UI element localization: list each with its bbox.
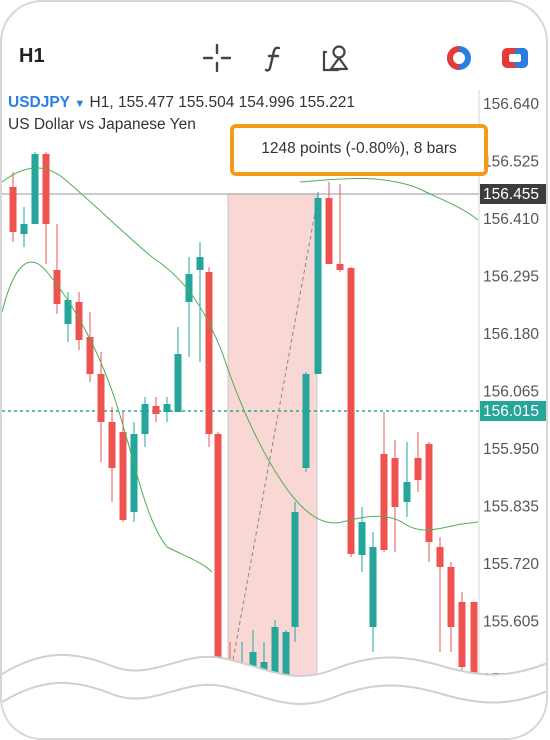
toolbar: H1 bbox=[2, 2, 546, 90]
candle-body bbox=[174, 354, 182, 412]
price-tick-label: 156.640 bbox=[483, 96, 539, 113]
candle-body bbox=[108, 422, 116, 468]
price-tick-label: 155.835 bbox=[483, 499, 539, 516]
symbol-dropdown-icon[interactable]: ▼ bbox=[74, 98, 86, 110]
measure-tooltip-text: 1248 points (-0.80%), 8 bars bbox=[261, 140, 457, 157]
objects-icon[interactable] bbox=[320, 42, 352, 74]
candle-body bbox=[380, 454, 388, 550]
price-tick-label: 156.295 bbox=[483, 269, 539, 286]
price-tick-label: 156.410 bbox=[483, 211, 539, 228]
crosshair-price-label: 156.455 bbox=[483, 186, 539, 203]
measure-diagonal bbox=[227, 201, 318, 688]
moving-average-fast bbox=[2, 167, 479, 531]
candle-body bbox=[414, 458, 422, 480]
candle-body bbox=[97, 374, 105, 422]
candle-body bbox=[119, 432, 127, 520]
candle-body bbox=[282, 632, 290, 702]
current-price-label: 156.015 bbox=[483, 403, 539, 420]
candle-body bbox=[403, 482, 411, 502]
candle-body bbox=[447, 567, 455, 627]
candle-body bbox=[325, 198, 333, 264]
candle-body bbox=[291, 512, 299, 627]
candle-body bbox=[436, 547, 444, 567]
candle-body bbox=[391, 458, 399, 507]
candle-body bbox=[314, 198, 322, 374]
moving-average-slow bbox=[2, 261, 213, 573]
candle-body bbox=[358, 522, 366, 555]
candle-body bbox=[196, 257, 204, 270]
indicator-f-icon[interactable] bbox=[258, 42, 290, 74]
price-tick-label: 156.180 bbox=[483, 326, 539, 343]
candle-body bbox=[86, 337, 94, 374]
candle-body bbox=[458, 602, 466, 667]
candle-body bbox=[141, 404, 149, 434]
candle-body bbox=[425, 444, 433, 542]
candle-body bbox=[64, 300, 72, 324]
ohlc-values: H1, 155.477 155.504 154.996 155.221 bbox=[85, 94, 356, 111]
price-chart[interactable]: 156.640 156.525 156.410 156.295 156.180 156.0… bbox=[2, 90, 548, 730]
candle-body bbox=[130, 434, 138, 512]
candle-body bbox=[163, 404, 171, 412]
torn-edge bbox=[2, 653, 546, 732]
candle-body bbox=[185, 274, 193, 302]
candle-body bbox=[205, 272, 213, 434]
symbol-label[interactable]: USDJPY bbox=[8, 94, 71, 111]
candle-body bbox=[369, 547, 377, 627]
candle-body bbox=[31, 154, 39, 224]
candle-body bbox=[75, 302, 83, 340]
trade-circle-icon[interactable] bbox=[443, 42, 475, 74]
crosshair-icon[interactable] bbox=[201, 42, 233, 74]
candle-body bbox=[53, 270, 61, 304]
moving-average-upper bbox=[299, 178, 479, 221]
price-tick-label: 155.605 bbox=[483, 614, 539, 631]
chart-header[interactable]: USDJPY ▼ H1, 155.477 155.504 154.996 155… bbox=[8, 94, 355, 112]
candle-body bbox=[336, 264, 344, 270]
candle-body bbox=[302, 374, 310, 468]
price-tick-label: 155.950 bbox=[483, 441, 539, 458]
candle-body bbox=[214, 434, 222, 702]
candle-body bbox=[20, 224, 28, 234]
measure-tooltip: 1248 points (-0.80%), 8 bars bbox=[230, 124, 488, 176]
crosshair-price-badge bbox=[480, 184, 546, 204]
price-tick-label: 156.065 bbox=[483, 384, 539, 401]
order-icon[interactable] bbox=[500, 42, 532, 74]
candle-body bbox=[347, 268, 355, 554]
candle-body bbox=[42, 154, 50, 224]
price-tick-label: 156.525 bbox=[483, 154, 539, 171]
timeframe-button[interactable]: H1 bbox=[19, 45, 45, 67]
candle-body bbox=[271, 627, 279, 674]
price-tick-label: 155.720 bbox=[483, 556, 539, 573]
current-price-badge bbox=[480, 401, 546, 421]
candle-body bbox=[152, 406, 160, 414]
symbol-description: US Dollar vs Japanese Yen bbox=[8, 116, 196, 133]
candle-body bbox=[9, 187, 17, 232]
candle-body bbox=[470, 602, 478, 730]
